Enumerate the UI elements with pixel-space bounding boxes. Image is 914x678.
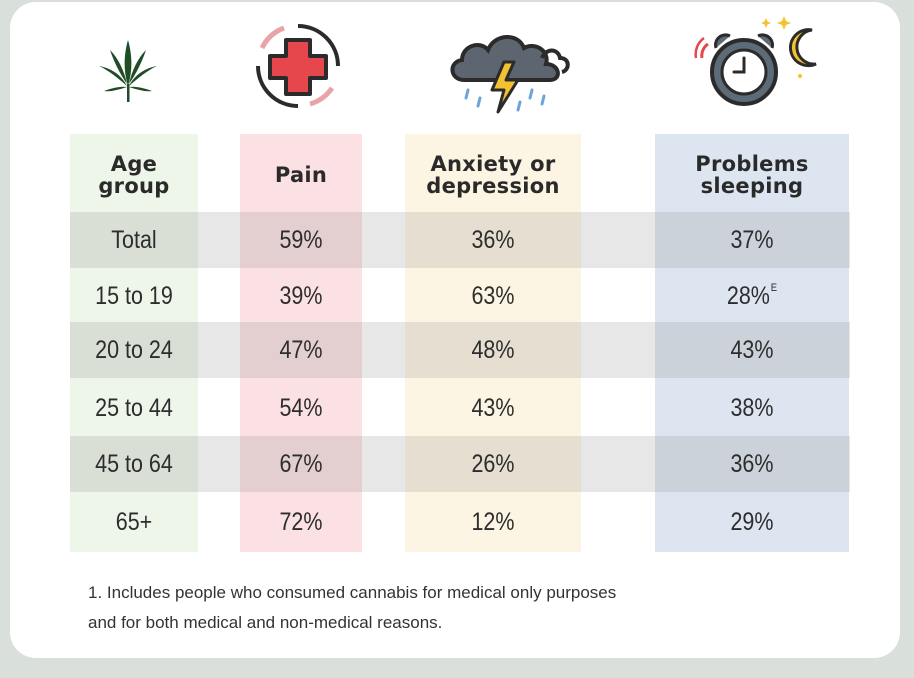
cell-sleep: 28% E <box>669 268 836 324</box>
storm-cloud-icon <box>450 35 570 114</box>
cell-age: 45 to 64 <box>79 436 189 492</box>
header-age-group: Age group <box>98 152 170 198</box>
cell-value: 45 to 64 <box>95 449 173 478</box>
cell-anxiety: 63% <box>417 268 568 324</box>
cell-value: 36% <box>730 449 774 478</box>
cell-age: Total <box>79 212 189 268</box>
cell-value: 28% <box>726 281 770 310</box>
row-band-20-24 <box>70 322 850 378</box>
header-pain: Pain <box>274 163 328 187</box>
estimate-flag: E <box>770 282 778 294</box>
age-column-background <box>70 134 198 552</box>
cell-pain: 59% <box>249 212 354 268</box>
cell-value: 43% <box>730 335 774 364</box>
cell-value: 25 to 44 <box>95 393 173 422</box>
cell-pain: 72% <box>249 494 354 550</box>
cell-sleep: 37% <box>669 212 836 268</box>
cell-value: 37% <box>730 225 774 254</box>
cell-age: 20 to 24 <box>79 322 189 378</box>
anxiety-column-background <box>405 134 581 552</box>
cell-value: 20 to 24 <box>95 335 173 364</box>
cell-age: 25 to 44 <box>79 380 189 436</box>
cell-anxiety: 48% <box>417 322 568 378</box>
cell-anxiety: 12% <box>417 494 568 550</box>
footnote-line-1: 1. Includes people who consumed cannabis… <box>88 583 617 602</box>
cell-sleep: 38% <box>669 380 836 436</box>
footnote: 1. Includes people who consumed cannabis… <box>88 578 848 638</box>
cell-age: 15 to 19 <box>79 268 189 324</box>
cell-value: 65+ <box>115 507 153 536</box>
row-band-45-64 <box>70 436 850 492</box>
header-anxiety-depression: Anxiety or depression <box>426 152 560 198</box>
cell-value: 48% <box>471 335 515 364</box>
cell-age: 65+ <box>79 494 189 550</box>
cell-value: 72% <box>279 507 323 536</box>
cell-sleep: 36% <box>669 436 836 492</box>
cell-value: 29% <box>730 507 774 536</box>
red-cross-icon <box>256 24 340 108</box>
cell-value: 47% <box>279 335 323 364</box>
cell-pain: 54% <box>249 380 354 436</box>
row-band-total <box>70 212 850 268</box>
pain-column-background <box>240 134 362 552</box>
cell-pain: 39% <box>249 268 354 324</box>
header-problems-sleeping: Problems sleeping <box>695 152 809 198</box>
cell-pain: 47% <box>249 322 354 378</box>
cell-value: Total <box>111 225 157 254</box>
cell-anxiety: 43% <box>417 380 568 436</box>
cell-value: 15 to 19 <box>95 281 173 310</box>
sleep-column-background <box>655 134 849 552</box>
cell-anxiety: 36% <box>417 212 568 268</box>
cell-value: 67% <box>279 449 323 478</box>
footnote-line-2: and for both medical and non-medical rea… <box>88 613 443 632</box>
cell-pain: 67% <box>249 436 354 492</box>
cell-sleep: 29% <box>669 494 836 550</box>
cell-value: 12% <box>471 507 515 536</box>
cell-value: 39% <box>279 281 323 310</box>
alarm-clock-moon-icon <box>694 16 817 106</box>
cell-value: 43% <box>471 393 515 422</box>
cell-value: 38% <box>730 393 774 422</box>
cell-value: 36% <box>471 225 515 254</box>
cell-sleep: 43% <box>669 322 836 378</box>
cell-anxiety: 26% <box>417 436 568 492</box>
cell-value: 54% <box>279 393 323 422</box>
cell-value: 26% <box>471 449 515 478</box>
cell-value: 59% <box>279 225 323 254</box>
cell-value: 63% <box>471 281 515 310</box>
cannabis-leaf-icon <box>99 40 157 102</box>
